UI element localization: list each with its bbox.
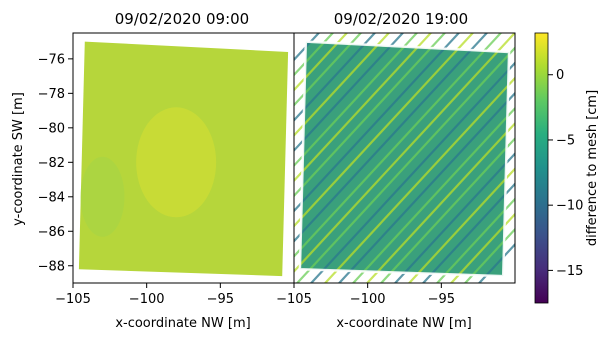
stripe-artifact: [365, 121, 515, 283]
stripe-artifact: [294, 33, 475, 228]
low-value-region: [80, 156, 125, 237]
y-tick-label: −76: [38, 52, 65, 67]
colorbar-tick-label: −5: [556, 133, 575, 148]
stripe-artifact: [463, 227, 515, 283]
x-tick-label: −100: [129, 292, 165, 307]
colorbar-tick-label: 0: [556, 68, 564, 83]
colorbar-gradient: [534, 32, 549, 304]
stripe-artifact: [379, 136, 515, 283]
x-tick-label: −95: [428, 292, 455, 307]
stripe-artifact: [294, 33, 391, 137]
stripe-artifact: [294, 33, 335, 77]
y-tick-label: −88: [38, 259, 65, 274]
x-tick-label: −95: [207, 292, 234, 307]
panel-2: −105 −100 −95 x-coordinate NW [m]: [276, 32, 516, 331]
stripe-artifact: [294, 33, 489, 243]
stripe-artifact: [449, 212, 515, 283]
panel-1-xlabel: x-coordinate NW [m]: [115, 316, 250, 331]
y-tick-label: −86: [38, 225, 65, 240]
panel-2-xlabel: x-coordinate NW [m]: [336, 316, 471, 331]
stripe-artifact: [294, 33, 349, 92]
colorbar: 0 −5 −10 −15 difference to mesh [cm]: [534, 32, 600, 304]
x-tick-label: −105: [55, 292, 91, 307]
y-axis-label: y-coordinate SW [m]: [11, 92, 26, 226]
stripe-artifact: [294, 33, 447, 198]
stripe-artifact: [323, 76, 515, 283]
panel-2-frame: [293, 32, 516, 284]
stripe-artifact: [435, 197, 515, 283]
stripe-artifact: [294, 33, 363, 107]
y-tick-label: −80: [38, 121, 65, 136]
x-tick-label: −105: [276, 292, 312, 307]
stripe-artifact: [477, 242, 515, 283]
y-tick-label: −82: [38, 156, 65, 171]
panel-2-title: 09/02/2020 19:00: [334, 10, 468, 28]
stripe-artifact: [309, 61, 515, 283]
panel-1: −105 −100 −95 −76 −78 −80 −82 −84 −86 −88 x-coor…: [38, 32, 295, 331]
stripe-artifact: [421, 182, 515, 283]
stripe-artifact: [294, 33, 405, 153]
panel-1-title: 09/02/2020 09:00: [115, 10, 249, 28]
colorbar-tick-label: −15: [556, 264, 583, 279]
high-value-region: [136, 107, 217, 218]
stripe-artifact: [337, 91, 515, 283]
stripe-artifact: [294, 33, 433, 183]
stripe-artifact: [294, 33, 515, 274]
stripe-artifact: [393, 152, 515, 283]
x-tick-label: −100: [350, 292, 386, 307]
stripe-artifact: [407, 167, 515, 283]
colorbar-label: difference to mesh [cm]: [585, 90, 600, 246]
colorbar-tick-label: −10: [556, 199, 583, 214]
stripe-artifact: [294, 33, 377, 122]
y-tick-label: −84: [38, 190, 65, 205]
y-tick-label: −78: [38, 87, 65, 102]
stripe-artifact: [294, 33, 419, 168]
stripe-artifact: [294, 33, 461, 213]
stripe-artifact: [351, 106, 515, 283]
stripe-artifact: [295, 46, 515, 283]
